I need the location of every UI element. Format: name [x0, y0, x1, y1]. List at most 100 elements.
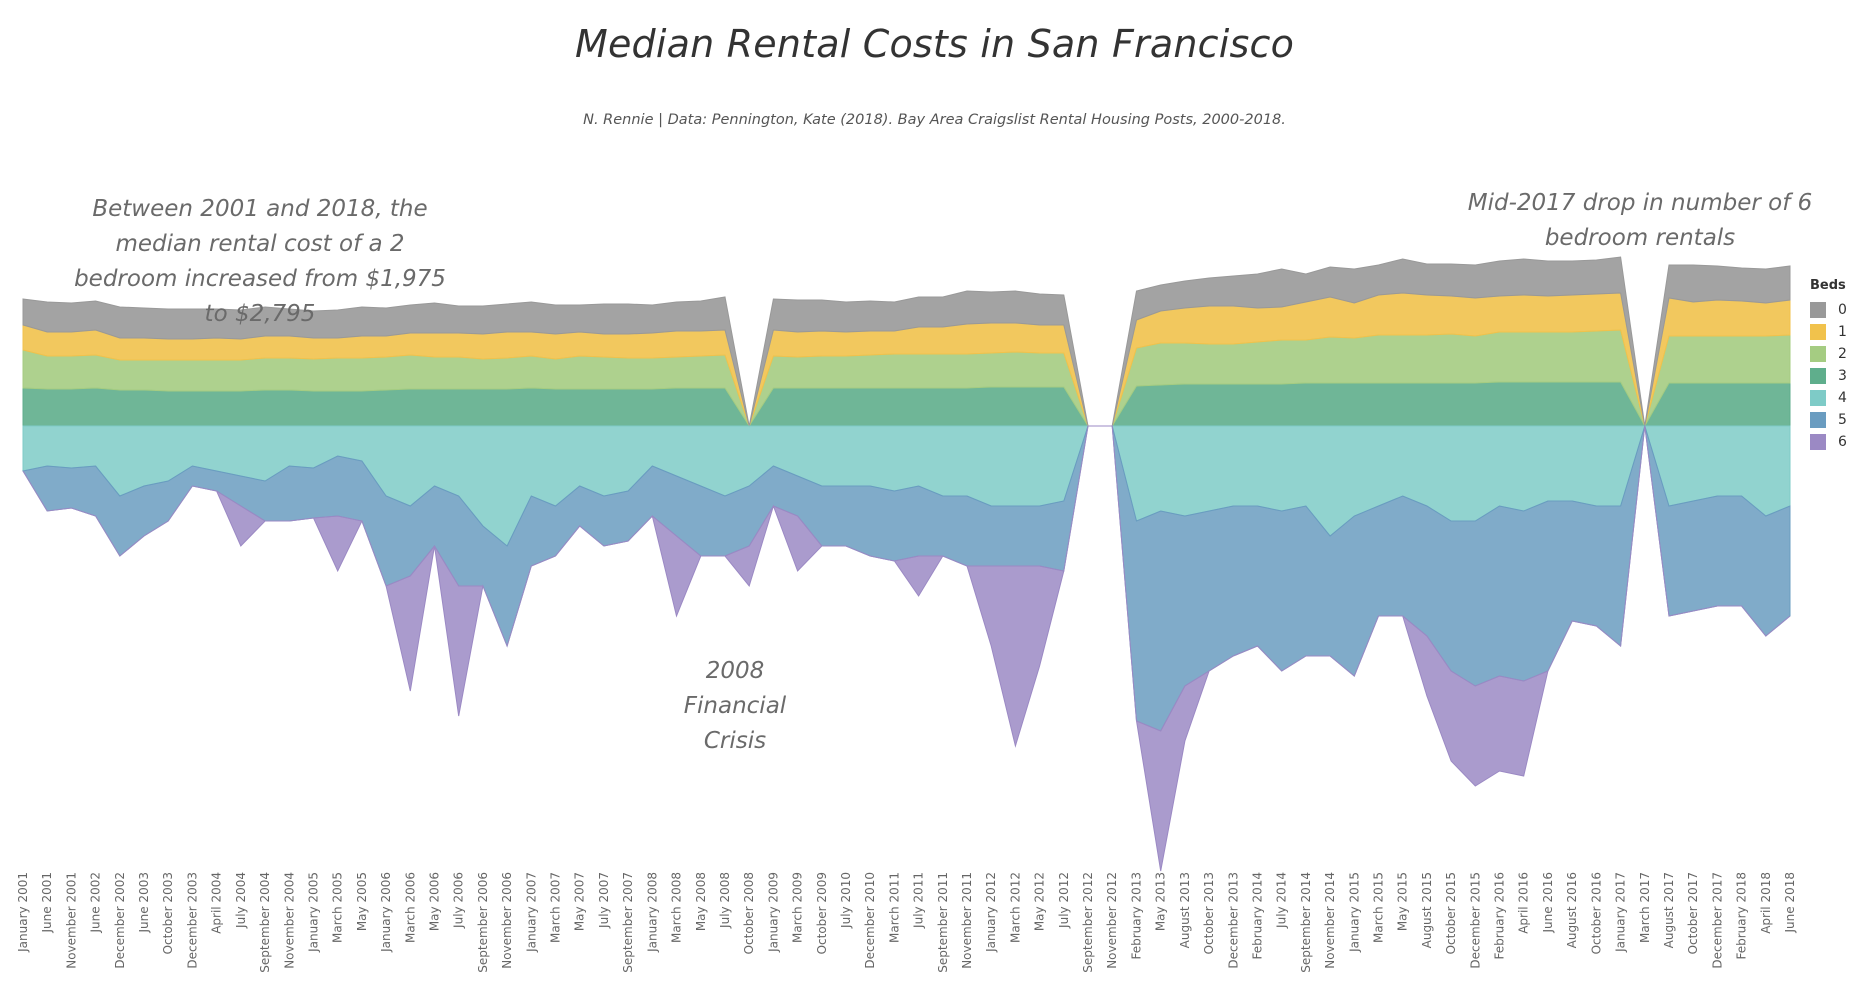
legend-swatch	[1810, 324, 1826, 340]
x-tick-label: September 2014	[1299, 872, 1313, 973]
x-tick-label: May 2013	[1154, 872, 1168, 931]
x-tick-label: October 2015	[1444, 872, 1458, 954]
x-tick-label: November 2011	[960, 872, 974, 969]
x-tick-label: July 2007	[597, 872, 611, 929]
legend-swatch	[1810, 368, 1826, 384]
x-tick-label: May 2015	[1396, 872, 1410, 931]
x-axis-ticks: January 2001 June 2001 November 2001 June 2…	[16, 872, 1797, 973]
x-tick-label: February 2018	[1735, 872, 1749, 960]
x-tick-label: December 2002	[113, 872, 127, 969]
x-tick-label: November 2001	[64, 872, 78, 969]
legend-items: 0 1 2 3 4 5 6	[1810, 299, 1866, 453]
chart-subtitle: N. Rennie | Data: Pennington, Kate (2018…	[583, 112, 1286, 128]
x-tick-label: August 2015	[1420, 872, 1434, 948]
legend-item-3[interactable]: 3	[1810, 365, 1866, 387]
legend-swatch	[1810, 412, 1826, 428]
legend-swatch	[1810, 346, 1826, 362]
legend-label: 5	[1838, 412, 1847, 428]
x-tick-label: July 2004	[234, 872, 248, 929]
x-tick-label: March 2011	[887, 872, 901, 943]
legend-item-4[interactable]: 4	[1810, 387, 1866, 409]
x-tick-label: April 2004	[210, 872, 224, 934]
x-tick-label: September 2012	[1081, 872, 1095, 973]
legend-label: 3	[1838, 368, 1847, 384]
x-tick-label: January 2006	[379, 872, 393, 953]
x-tick-label: May 2007	[573, 872, 587, 931]
x-tick-label: September 2006	[476, 872, 490, 973]
x-tick-label: March 2007	[549, 872, 563, 943]
x-tick-label: May 2006	[427, 872, 441, 931]
x-tick-label: June 2001	[40, 872, 54, 934]
legend-title: Beds	[1810, 278, 1846, 293]
x-tick-label: April 2018	[1759, 872, 1773, 934]
lower-stack	[22, 424, 1791, 872]
x-tick-label: June 2002	[89, 872, 103, 934]
x-tick-label: April 2016	[1517, 872, 1531, 934]
x-tick-label: October 2013	[1202, 872, 1216, 954]
x-tick-label: May 2012	[1033, 872, 1047, 931]
x-tick-label: January 2012	[984, 872, 998, 953]
legend-label: 0	[1838, 302, 1847, 318]
legend-label: 2	[1838, 346, 1847, 362]
legend: Beds 0 1 2 3 4 5 6	[1810, 278, 1866, 453]
x-tick-label: July 2012	[1057, 872, 1071, 929]
x-tick-label: March 2005	[331, 872, 345, 943]
legend-item-1[interactable]: 1	[1810, 321, 1866, 343]
x-tick-label: October 2008	[742, 872, 756, 954]
x-tick-label: March 2009	[791, 872, 805, 943]
x-tick-label: March 2012	[1008, 872, 1022, 943]
legend-item-2[interactable]: 2	[1810, 343, 1866, 365]
x-tick-label: June 2016	[1541, 872, 1555, 934]
x-tick-label: February 2013	[1129, 872, 1143, 960]
legend-item-6[interactable]: 6	[1810, 431, 1866, 453]
x-tick-label: October 2003	[161, 872, 175, 954]
x-tick-label: January 2007	[524, 872, 538, 953]
x-tick-label: January 2017	[1614, 872, 1628, 953]
x-tick-label: August 2013	[1178, 872, 1192, 948]
legend-swatch	[1810, 302, 1826, 318]
annotation-2-bedroom-increase: Between 2001 and 2018, the median rental…	[74, 196, 446, 327]
x-tick-label: March 2017	[1638, 872, 1652, 943]
chart-title: Median Rental Costs in San Francisco	[574, 22, 1295, 66]
x-tick-label: November 2012	[1105, 872, 1119, 969]
x-tick-label: July 2014	[1275, 872, 1289, 929]
legend-label: 6	[1838, 434, 1847, 450]
x-tick-label: October 2016	[1589, 872, 1603, 954]
x-tick-label: March 2006	[403, 872, 417, 943]
legend-swatch	[1810, 434, 1826, 450]
x-tick-label: November 2006	[500, 872, 514, 969]
x-tick-label: July 2006	[452, 872, 466, 929]
area-series-6-beds[interactable]	[22, 425, 1791, 872]
x-tick-label: January 2001	[16, 872, 30, 953]
x-tick-label: March 2008	[670, 872, 684, 943]
upper-stack	[22, 256, 1791, 428]
x-tick-label: December 2013	[1226, 872, 1240, 969]
x-tick-label: December 2003	[185, 872, 199, 969]
x-tick-label: January 2008	[645, 872, 659, 953]
x-tick-label: July 2011	[912, 872, 926, 929]
x-tick-label: December 2010	[863, 872, 877, 969]
x-tick-label: March 2015	[1372, 872, 1386, 943]
x-tick-label: July 2010	[839, 872, 853, 929]
x-tick-label: September 2007	[621, 872, 635, 973]
x-tick-label: June 2003	[137, 872, 151, 934]
legend-item-0[interactable]: 0	[1810, 299, 1866, 321]
legend-item-5[interactable]: 5	[1810, 409, 1866, 431]
x-tick-label: January 2005	[306, 872, 320, 953]
x-tick-label: October 2017	[1686, 872, 1700, 954]
x-tick-label: June 2018	[1783, 872, 1797, 934]
annotation-financial-crisis: 2008 Financial Crisis	[683, 658, 787, 754]
legend-swatch	[1810, 390, 1826, 406]
x-tick-label: May 2008	[694, 872, 708, 931]
x-tick-label: September 2004	[258, 872, 272, 973]
x-tick-label: July 2008	[718, 872, 732, 929]
x-tick-label: January 2015	[1347, 872, 1361, 953]
x-tick-label: December 2015	[1468, 872, 1482, 969]
x-tick-label: February 2014	[1250, 872, 1264, 960]
x-tick-label: January 2009	[766, 872, 780, 953]
area-series-0-beds[interactable]	[22, 256, 1791, 427]
x-tick-label: February 2016	[1493, 872, 1507, 960]
x-tick-label: August 2017	[1662, 872, 1676, 948]
x-tick-label: October 2009	[815, 872, 829, 954]
x-tick-label: November 2014	[1323, 872, 1337, 969]
